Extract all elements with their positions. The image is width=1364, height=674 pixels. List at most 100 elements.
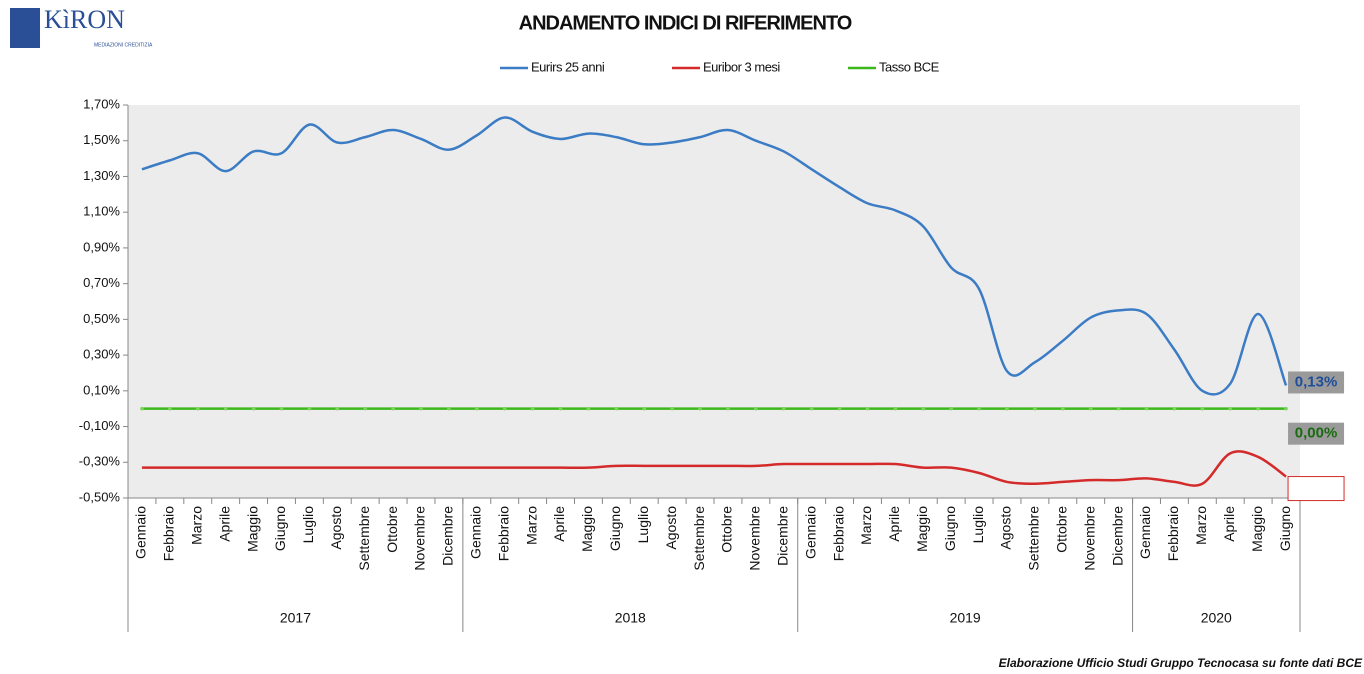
series-marker [1088,406,1093,411]
x-tick-label: Maggio [914,506,930,552]
x-tick-label: Marzo [523,506,539,545]
series-marker [307,406,312,411]
series-marker [586,406,591,411]
x-tick-label: Febbraio [495,506,511,561]
x-tick-label: Gennaio [468,506,484,559]
x-tick-label: Novembre [1081,506,1097,571]
legend-label: Tasso BCE [879,59,940,74]
end-label-box [1288,422,1345,445]
x-tick-label: Agosto [328,506,344,550]
series-line [141,116,1288,396]
series-marker [1144,406,1149,411]
x-tick-label: Ottobre [384,506,400,553]
series-marker [363,406,367,411]
x-tick-label: Marzo [188,506,204,545]
series-marker [1033,406,1037,411]
series-marker [168,406,172,411]
series-marker [1256,406,1260,411]
y-tick-label: 1,10% [83,204,120,219]
end-label: 0,00% [1295,425,1338,442]
x-tick-label: Giugno [272,506,288,551]
x-tick-label: Aprile [216,506,232,542]
x-tick-label: Maggio [1249,506,1265,552]
end-label-box [1287,476,1345,502]
x-tick-label: Settembre [356,506,372,571]
x-tick-label: Agosto [663,506,679,550]
series-marker [809,406,814,411]
x-tick-label: Gennaio [1137,506,1153,559]
x-tick-label: Luglio [300,506,316,544]
x-tick-label: Febbraio [830,506,846,561]
series-marker [837,406,842,411]
year-label: 2020 [1201,610,1232,626]
x-tick-label: Giugno [942,506,958,551]
x-tick-label: Gennaio [802,506,818,559]
y-tick-label: 1,70% [83,96,120,111]
x-tick-label: Febbraio [161,506,177,561]
x-tick-label: Giugno [607,506,623,551]
series-marker [865,406,870,411]
logo-name: KìRON [44,5,125,34]
x-tick-label: Gennaio [133,506,149,559]
source-note: Elaborazione Ufficio Studi Gruppo Tecnoc… [999,656,1363,670]
series-marker [1200,406,1205,411]
x-tick-label: Giugno [1277,506,1293,551]
series-marker [698,406,702,411]
x-tick-label: Dicembre [774,506,790,566]
series-marker [1172,406,1177,411]
x-tick-label: Marzo [1193,506,1209,545]
series-marker [921,406,926,411]
x-tick-label: Aprile [1221,506,1237,542]
x-tick-label: Ottobre [1054,506,1070,553]
x-tick-label: Novembre [747,506,763,571]
year-label: 2019 [950,610,981,626]
y-tick-label: -0,10% [79,418,121,433]
x-tick-label: Settembre [1026,506,1042,571]
y-tick-label: -0,30% [79,454,121,469]
logo-tagline: MEDIAZIONI CREDITIZIA [94,42,153,48]
x-tick-label: Aprile [551,506,567,542]
series-marker [1116,406,1121,411]
x-tick-label: Luglio [970,506,986,544]
series-marker [670,406,674,411]
series-marker [893,406,898,411]
series-marker [419,406,423,411]
series-marker [447,406,451,411]
series-marker [251,406,256,411]
series-marker [977,406,981,411]
series-marker [1228,406,1233,411]
series-marker [1061,406,1065,411]
y-tick-label: 0,90% [83,239,120,254]
series-marker [1005,406,1009,411]
x-tick-label: Febbraio [1165,506,1181,561]
x-tick-label: Agosto [998,506,1014,550]
series-marker [558,406,563,411]
logo-mark [10,8,40,48]
series-marker [335,406,340,411]
y-tick-label: 0,30% [83,347,120,362]
series-marker [530,406,535,411]
x-tick-label: Maggio [244,506,260,552]
y-tick-label: -0,50% [79,489,121,504]
y-tick-label: 0,50% [83,311,120,326]
x-tick-label: Dicembre [440,506,456,566]
series-marker [223,406,228,411]
y-tick-label: 1,50% [83,132,120,147]
series-marker [614,406,619,411]
y-tick-label: 0,70% [83,275,120,290]
legend-label: Eurirs 25 anni [531,59,605,74]
y-tick-label: 1,30% [83,168,120,183]
x-tick-label: Novembre [412,506,428,571]
x-tick-label: Aprile [886,506,902,542]
x-tick-label: Dicembre [1109,506,1125,566]
series-marker [642,406,647,411]
series-marker [781,406,786,411]
plot-area [128,105,1300,498]
series-marker [754,406,758,411]
x-tick-label: Luglio [635,506,651,544]
year-label: 2018 [615,610,646,626]
series-marker [140,406,144,411]
y-tick-label: 0,10% [83,382,120,397]
